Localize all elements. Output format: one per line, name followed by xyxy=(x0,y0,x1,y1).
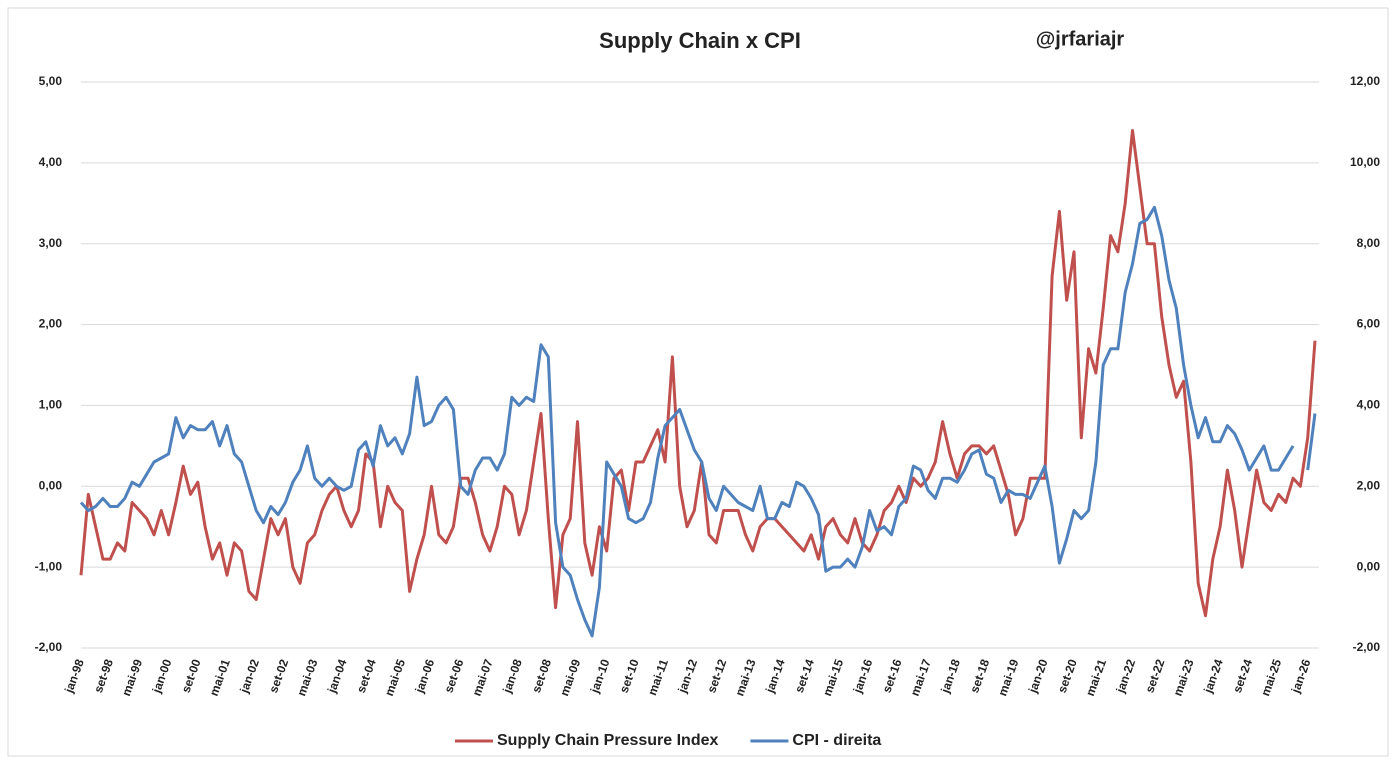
y2-tick-label: 4,00 xyxy=(1357,398,1381,412)
y-tick-label: 1,00 xyxy=(39,398,63,412)
chart-frame xyxy=(7,7,1389,757)
y-tick-label: 2,00 xyxy=(39,317,63,331)
y-tick-label: 0,00 xyxy=(39,478,63,492)
y2-tick-label: 0,00 xyxy=(1357,559,1381,573)
y-tick-label: -2,00 xyxy=(35,640,63,654)
y2-tick-label: 8,00 xyxy=(1357,236,1381,250)
legend-label: CPI - direita xyxy=(792,732,881,749)
y2-tick-label: 10,00 xyxy=(1350,155,1380,169)
y-tick-label: -1,00 xyxy=(35,559,63,573)
y2-tick-label: 6,00 xyxy=(1357,317,1381,331)
y-tick-label: 5,00 xyxy=(39,74,63,88)
y2-tick-label: -2,00 xyxy=(1353,640,1381,654)
legend-label: Supply Chain Pressure Index xyxy=(497,732,719,749)
series-line xyxy=(79,205,1317,638)
series-line xyxy=(79,129,1317,618)
chart-title: Supply Chain x CPI xyxy=(599,28,801,53)
y2-tick-label: 12,00 xyxy=(1350,74,1380,88)
y2-tick-label: 2,00 xyxy=(1357,478,1381,492)
annotation: @jrfariajr xyxy=(1036,28,1125,50)
y-tick-label: 4,00 xyxy=(39,155,63,169)
y-tick-label: 3,00 xyxy=(39,236,63,250)
